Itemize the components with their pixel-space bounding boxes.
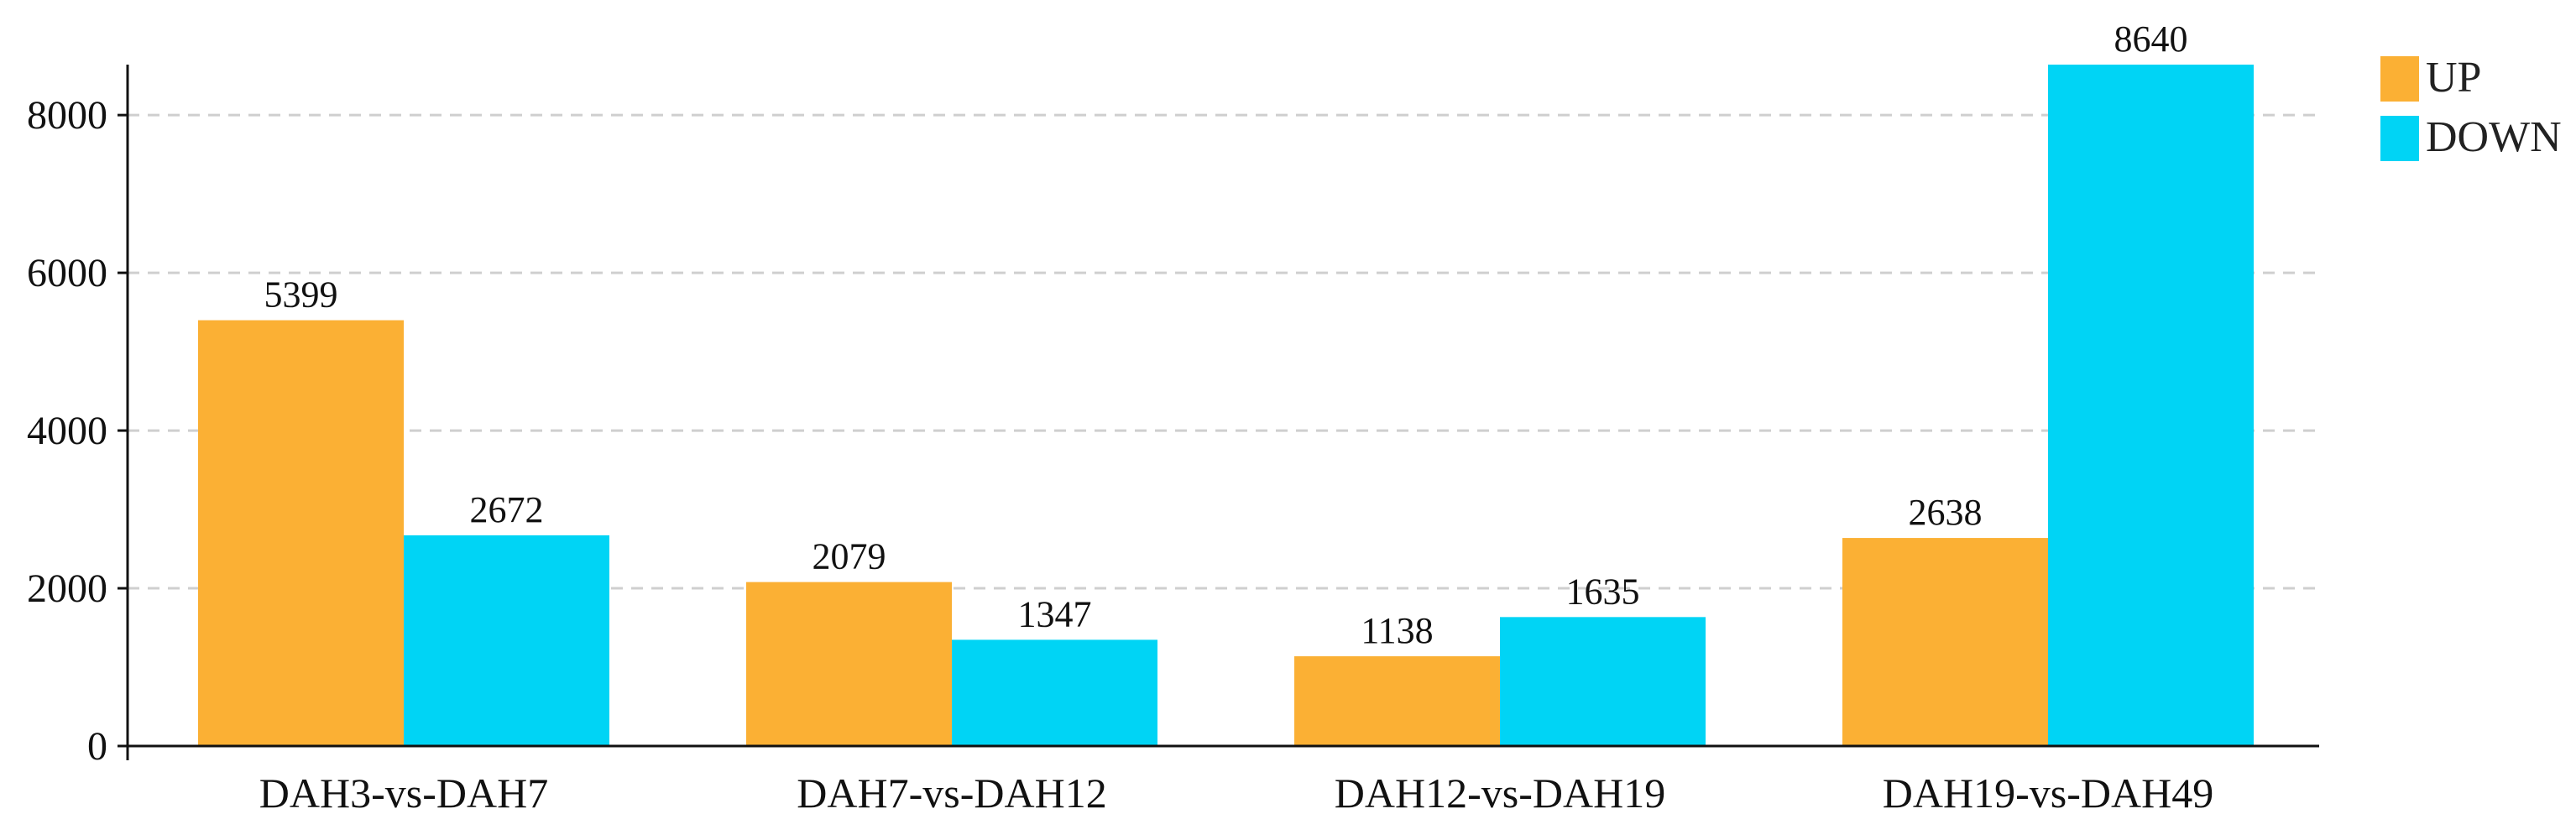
legend-label-down: DOWN: [2426, 113, 2562, 161]
bar-down-3: [2048, 65, 2254, 746]
y-tick-label-6000: 6000: [27, 251, 107, 295]
data-label-up-3: 2638: [1909, 492, 1983, 533]
bar-down-1: [952, 639, 1157, 746]
bar-up-3: [1842, 538, 2048, 746]
bar-down-2: [1500, 617, 1706, 746]
data-label-up-2: 1138: [1361, 610, 1433, 651]
bar-down-0: [404, 535, 609, 746]
legend: UP DOWN: [2380, 54, 2562, 161]
data-label-up-1: 2079: [813, 536, 886, 577]
bar-up-2: [1294, 656, 1500, 746]
y-tick-label-8000: 8000: [27, 93, 107, 138]
y-tick-label-4000: 4000: [27, 409, 107, 453]
data-label-down-3: 8640: [2114, 18, 2188, 60]
y-tick-label-2000: 2000: [27, 566, 107, 611]
bars: [198, 65, 2254, 746]
category-label-0: DAH3-vs-DAH7: [259, 770, 548, 817]
data-label-down-2: 1635: [1566, 571, 1640, 612]
category-label-1: DAH7-vs-DAH12: [797, 770, 1106, 817]
gridlines: [128, 113, 2319, 590]
legend-swatch-up: [2380, 56, 2419, 102]
data-label-up-0: 5399: [264, 274, 338, 316]
y-tick-label-0: 0: [87, 724, 107, 769]
legend-label-up: UP: [2426, 54, 2481, 102]
category-label-3: DAH19-vs-DAH49: [1883, 770, 2213, 817]
axes: [118, 65, 2319, 760]
data-label-down-0: 2672: [470, 489, 544, 530]
legend-swatch-down: [2380, 116, 2419, 161]
labels: 5399 2672 DAH3-vs-DAH7 2079 1347 DAH7-vs-DAH1…: [27, 18, 2213, 817]
bar-up-0: [198, 320, 404, 746]
data-label-down-1: 1347: [1018, 593, 1092, 634]
category-label-2: DAH12-vs-DAH19: [1335, 770, 1665, 817]
bar-up-1: [746, 582, 952, 746]
